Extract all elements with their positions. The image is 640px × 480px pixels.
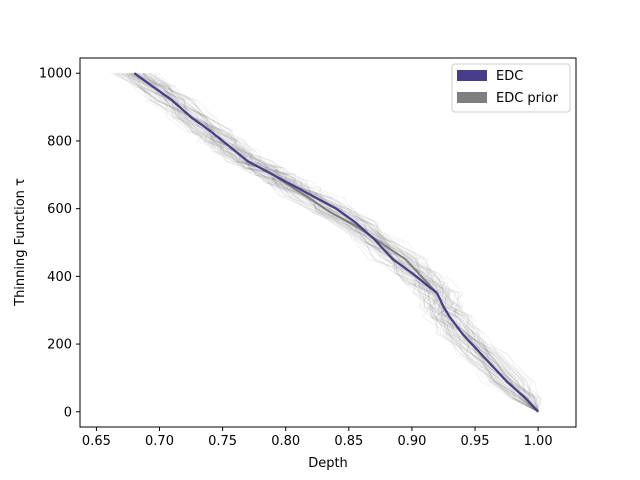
ensemble-trace (133, 72, 539, 413)
x-axis: 0.65 0.70 0.75 0.80 0.85 0.90 0.95 1.00 (82, 427, 553, 449)
legend-label-edc: EDC (496, 69, 523, 84)
ensemble-trace (148, 72, 539, 413)
ensemble-trace (135, 73, 539, 413)
ensemble-trace (126, 73, 539, 413)
ensemble-trace (129, 72, 539, 413)
ensemble-trace (128, 72, 539, 413)
ensemble-trace (117, 72, 539, 412)
ensemble-trace (128, 72, 539, 412)
y-tick-label: 0 (64, 405, 72, 420)
ensemble-trace (150, 72, 539, 413)
ensemble-trace (139, 72, 539, 413)
ensemble-trace (133, 72, 539, 413)
legend-label-edc-prior: EDC prior (496, 91, 559, 106)
y-tick-label: 600 (47, 202, 72, 217)
legend-swatch-edc-prior (457, 92, 487, 103)
x-tick-label: 0.90 (397, 434, 426, 449)
y-axis: 0 200 400 600 800 1000 (39, 67, 80, 420)
axes-frame (79, 57, 577, 428)
legend: EDC EDC prior (451, 63, 571, 113)
ensemble-trace (130, 72, 539, 412)
ensemble-trace (123, 72, 539, 412)
ensemble-trace (124, 72, 539, 413)
ensemble-trace (117, 72, 539, 412)
ensemble-trace (136, 73, 539, 413)
ensemble-trace (146, 72, 539, 413)
ensemble-trace (141, 73, 539, 413)
ensemble-trace (142, 72, 539, 413)
y-tick-label: 200 (47, 338, 72, 353)
legend-swatch-edc (457, 70, 487, 81)
x-tick-label: 1.00 (524, 434, 553, 449)
y-axis-label: Thinning Function τ (13, 178, 28, 307)
ensemble-trace (154, 72, 539, 413)
ensemble-trace (132, 72, 542, 412)
ensemble-trace (128, 72, 539, 412)
ensemble-trace (158, 72, 539, 413)
ensemble-trace (149, 72, 539, 413)
ensemble-trace (136, 72, 539, 413)
ensemble-trace (146, 72, 539, 413)
ensemble-trace (143, 72, 539, 413)
y-tick-label: 400 (47, 270, 72, 285)
ensemble-trace (126, 72, 539, 413)
y-tick-label: 1000 (39, 67, 72, 82)
ensemble-trace (127, 72, 539, 413)
x-tick-label: 0.80 (271, 434, 300, 449)
x-tick-label: 0.65 (82, 434, 111, 449)
ensemble-trace (110, 72, 539, 413)
ensemble-trace (152, 72, 539, 413)
ensemble-trace (123, 72, 539, 413)
series-line-edc (133, 72, 539, 413)
ensemble-trace (135, 72, 539, 412)
ensemble-trace (130, 72, 539, 412)
ensemble-trace (143, 72, 539, 413)
ensemble-trace (142, 72, 539, 413)
ensemble-trace (113, 72, 539, 413)
ensemble-trace (143, 72, 539, 413)
ensemble-trace (131, 72, 539, 413)
x-tick-label: 0.75 (208, 434, 237, 449)
ensemble-trace (153, 73, 539, 413)
ensemble-trace (141, 72, 539, 413)
y-tick-label: 800 (47, 134, 72, 149)
ensemble-trace (143, 72, 539, 413)
series-layer (133, 72, 539, 413)
x-tick-label: 0.70 (145, 434, 174, 449)
x-tick-label: 0.95 (461, 434, 490, 449)
ensemble-trace (116, 72, 539, 412)
ensemble-trace (121, 72, 539, 413)
ensemble-trace (131, 72, 539, 413)
ensemble-trace (114, 72, 540, 412)
ensemble-trace (141, 72, 539, 413)
ensemble-trace (135, 72, 539, 412)
ensemble-trace (148, 72, 539, 413)
x-axis-label: Depth (308, 456, 348, 471)
x-tick-label: 0.85 (334, 434, 363, 449)
